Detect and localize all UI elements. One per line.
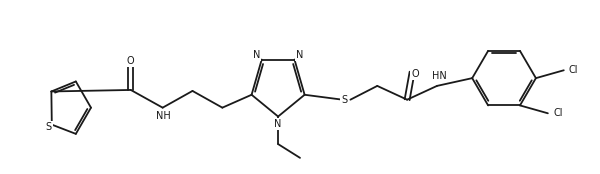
Text: NH: NH: [156, 110, 171, 121]
Text: N: N: [296, 50, 303, 60]
Text: S: S: [341, 95, 347, 105]
Text: O: O: [127, 56, 134, 66]
Text: N: N: [274, 119, 282, 129]
Text: Cl: Cl: [553, 108, 563, 118]
Text: N: N: [253, 50, 260, 60]
Text: S: S: [46, 122, 52, 132]
Text: O: O: [411, 69, 419, 79]
Text: Cl: Cl: [569, 65, 578, 75]
Text: HN: HN: [431, 71, 446, 81]
